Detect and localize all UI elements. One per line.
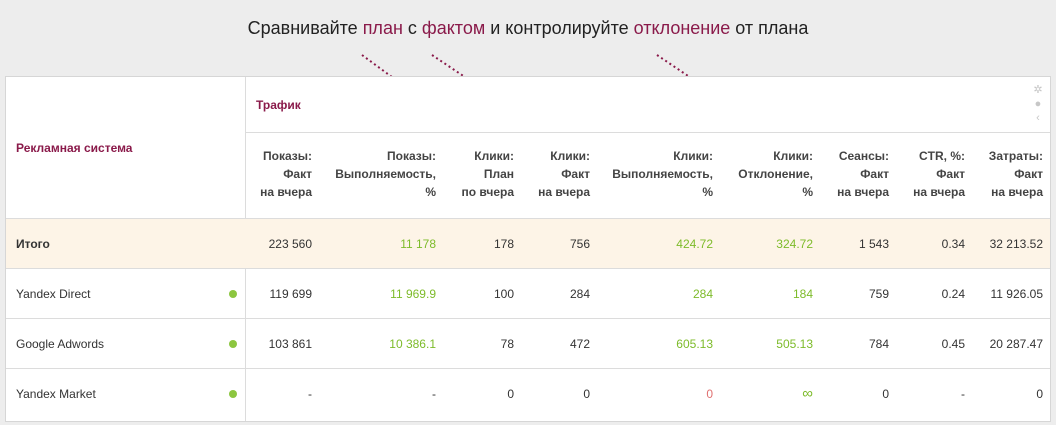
- caption-text: Сравнивайте: [247, 18, 363, 38]
- group-header-traffic: Трафик: [256, 97, 301, 112]
- cell-sessions-fact: 759: [868, 286, 889, 301]
- status-dot-icon: [229, 339, 237, 348]
- cell-clicks-plan: 0: [507, 386, 514, 401]
- cell-ctr-fact: 0.45: [941, 336, 965, 351]
- gear-icon[interactable]: ✲: [1033, 84, 1043, 96]
- cell-costs-fact: 32 213.52: [989, 236, 1043, 251]
- cell-clicks-fact: 472: [569, 336, 590, 351]
- status-dot-icon: [229, 289, 237, 298]
- cell-clicks-plan: 78: [500, 336, 514, 351]
- cell-clicks-fact: 284: [569, 286, 590, 301]
- col-costs-fact[interactable]: Затраты: Факт на вчера: [988, 149, 1043, 199]
- cell-costs-fact: 0: [1036, 386, 1043, 401]
- cell-sessions-fact: 0: [882, 386, 889, 401]
- cell-clicks-fulfillment: 424.72: [676, 236, 713, 251]
- row-name-google-adwords[interactable]: Google Adwords: [6, 319, 245, 368]
- col-impressions-fulfillment[interactable]: Показы: Выполняемость, %: [335, 149, 436, 199]
- cell-costs-fact: 11 926.05: [990, 286, 1044, 301]
- row-name-label: Yandex Direct: [16, 286, 91, 301]
- col-clicks-fact[interactable]: Клики: Факт на вчера: [538, 149, 590, 199]
- cell-impressions-fact: -: [308, 386, 312, 401]
- row-name-label: Google Adwords: [16, 336, 105, 351]
- caption-text: с: [402, 18, 422, 38]
- help-icon[interactable]: ●: [1034, 98, 1042, 110]
- col-ctr-fact[interactable]: CTR, %: Факт на вчера: [913, 149, 965, 199]
- caption-text: от плана: [730, 18, 809, 38]
- cell-impressions-fulfillment: 11 178: [400, 236, 436, 251]
- col-impressions-fact[interactable]: Показы: Факт на вчера: [260, 149, 312, 199]
- cell-clicks-fulfillment: 0: [706, 386, 713, 401]
- cell-impressions-fulfillment: -: [432, 386, 436, 401]
- promo-caption: Сравнивайте план с фактом и контролируйт…: [0, 18, 1056, 48]
- row-header-ad-system[interactable]: Рекламная система: [16, 140, 133, 155]
- cell-clicks-deviation: ∞: [802, 385, 813, 402]
- cell-impressions-fact: 223 560: [268, 236, 312, 251]
- row-name-total: Итого: [16, 236, 50, 251]
- cell-clicks-fact: 756: [569, 236, 590, 251]
- cell-clicks-plan: 178: [493, 236, 514, 251]
- report-table: Рекламная система Трафик ✲ ● ‹ Показы: Ф…: [5, 76, 1051, 422]
- col-sessions-fact[interactable]: Сеансы: Факт на вчера: [837, 149, 889, 199]
- cell-costs-fact: 20 287.47: [989, 336, 1043, 351]
- cell-clicks-fact: 0: [583, 386, 590, 401]
- cell-clicks-deviation: 505.13: [776, 336, 813, 351]
- cell-clicks-deviation: 184: [792, 286, 813, 301]
- cell-ctr-fact: 0.34: [941, 236, 965, 251]
- chevron-left-icon[interactable]: ‹: [1036, 112, 1040, 124]
- cell-clicks-fulfillment: 284: [692, 286, 713, 301]
- caption-highlight-deviation: отклонение: [633, 18, 731, 38]
- caption-text: и контролируйте: [485, 18, 634, 38]
- row-name-yandex-direct[interactable]: Yandex Direct: [6, 269, 245, 318]
- row-name-label: Yandex Market: [16, 386, 96, 401]
- cell-sessions-fact: 784: [868, 336, 889, 351]
- cell-ctr-fact: -: [961, 386, 965, 401]
- cell-impressions-fulfillment: 11 969.9: [390, 286, 436, 301]
- cell-ctr-fact: 0.24: [941, 286, 965, 301]
- cell-impressions-fact: 119 699: [269, 286, 313, 301]
- cell-clicks-plan: 100: [493, 286, 514, 301]
- col-clicks-deviation[interactable]: Клики: Отклонение, %: [738, 149, 813, 199]
- table-tools: ✲ ● ‹: [1032, 83, 1044, 125]
- cell-impressions-fulfillment: 10 386.1: [389, 336, 436, 351]
- col-clicks-plan[interactable]: Клики: План по вчера: [461, 149, 514, 199]
- caption-highlight-plan: план: [362, 18, 403, 38]
- caption-highlight-fact: фактом: [421, 18, 486, 38]
- col-clicks-fulfillment[interactable]: Клики: Выполняемость, %: [612, 149, 713, 199]
- cell-impressions-fact: 103 861: [268, 336, 312, 351]
- cell-clicks-fulfillment: 605.13: [676, 336, 713, 351]
- status-dot-icon: [229, 389, 237, 398]
- row-name-yandex-market[interactable]: Yandex Market: [6, 369, 245, 418]
- cell-sessions-fact: 1 543: [858, 236, 889, 251]
- cell-clicks-deviation: 324.72: [776, 236, 813, 251]
